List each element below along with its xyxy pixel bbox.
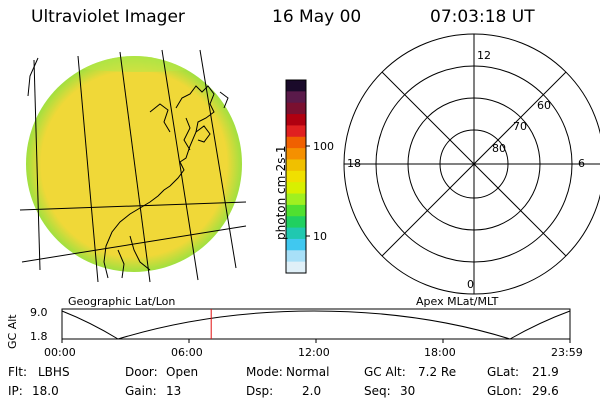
colorbar-stripe: [286, 125, 306, 138]
colorbar-stripe: [286, 148, 306, 161]
colorbar-stripe: [286, 182, 306, 195]
ip-value: 18.0: [32, 384, 59, 398]
colorbar-tick-10: 10: [313, 230, 327, 243]
altitude-tick-1-8: 1.8: [30, 330, 48, 343]
glat-label: GLat:: [487, 365, 520, 379]
mlt-label-0: 0: [467, 278, 474, 291]
colorbar-stripe: [286, 80, 306, 92]
altitude-plot: [61, 308, 571, 343]
gain-label: Gain:: [125, 384, 157, 398]
polar-plot: [343, 33, 600, 295]
coastlines: [27, 57, 229, 279]
x-tick-1200: 12:00: [298, 346, 330, 359]
colorbar-stripe: [286, 216, 306, 229]
mlt-label-18: 18: [347, 157, 361, 170]
gain-value: 13: [166, 384, 182, 398]
colorbar-stripe: [286, 193, 306, 206]
seq-label: Seq:: [364, 384, 391, 398]
colorbar-stripe: [286, 204, 306, 217]
x-tick-0000: 00:00: [44, 346, 76, 359]
colorbar-stripe: [286, 170, 306, 183]
aurora-band: [35, 56, 242, 72]
colorbar-tick-100: 100: [313, 140, 334, 153]
glat-value: 21.9: [532, 365, 559, 379]
glon-label: GLon:: [487, 384, 522, 398]
mode-label: Mode:: [246, 365, 283, 379]
glon-value: 29.6: [532, 384, 559, 398]
flt-value: LBHS: [38, 365, 70, 379]
colorbar-stripe: [286, 91, 306, 104]
altitude-tick-9: 9.0: [30, 306, 48, 319]
mlt-label-12: 12: [477, 49, 491, 62]
longitude-lines: [19, 49, 247, 283]
x-tick-1800: 18:00: [424, 346, 456, 359]
apex-coord-label: Apex MLat/MLT: [416, 295, 499, 308]
dsp-value: 2.0: [302, 384, 322, 398]
colorbar-stripe: [286, 102, 306, 115]
x-tick-0600: 06:00: [171, 346, 203, 359]
door-label: Door:: [125, 365, 158, 379]
gcalt-value: 7.2 Re: [418, 365, 457, 379]
seq-value: 30: [400, 384, 416, 398]
lat-label-70: 70: [513, 120, 527, 133]
colorbar-stripe: [286, 136, 306, 149]
lat-label-60: 60: [537, 99, 551, 112]
colorbar-unit-label: photon cm-2s-1: [274, 145, 288, 241]
dsp-label: Dsp:: [246, 384, 274, 398]
instrument-title: Ultraviolet Imager: [31, 7, 185, 27]
colorbar-stripe: [286, 261, 306, 274]
door-value: Open: [166, 365, 199, 379]
colorbar-stripe: [286, 159, 306, 172]
lat-label-80: 80: [492, 142, 506, 155]
colorbar-stripe: [286, 114, 306, 127]
geographic-coord-label: Geographic Lat/Lon: [68, 295, 176, 308]
mode-value: Normal: [286, 365, 330, 379]
x-tick-2359: 23:59: [551, 346, 583, 359]
ip-label: IP:: [8, 384, 23, 398]
uv-image-panel: [19, 49, 247, 283]
gcalt-label: GC Alt:: [364, 365, 406, 379]
time-label: 07:03:18 UT: [430, 7, 535, 27]
flt-label: Flt:: [8, 365, 27, 379]
colorbar-stripe: [286, 250, 306, 263]
colorbar-stripe: [286, 227, 306, 240]
colorbar: [285, 79, 310, 274]
colorbar-stripe: [286, 238, 306, 251]
altitude-ylabel: GC Alt: [6, 314, 19, 349]
date-label: 16 May 00: [272, 7, 362, 27]
mlt-label-6: 6: [578, 157, 585, 170]
